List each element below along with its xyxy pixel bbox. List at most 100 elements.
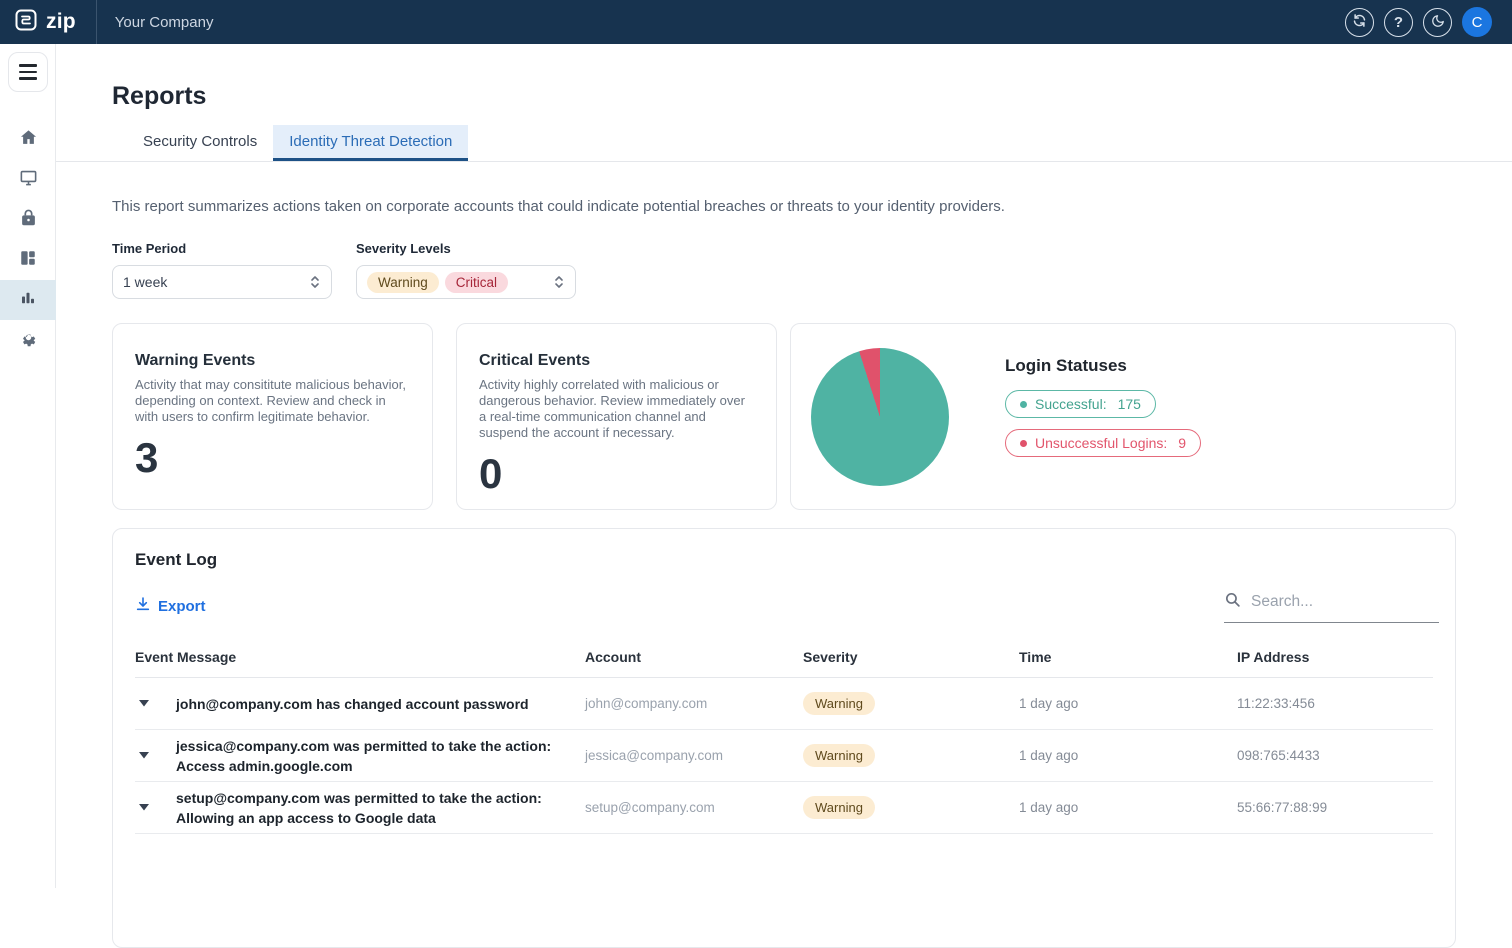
sidebar-item-home[interactable] <box>0 120 56 160</box>
chevron-up-down-icon <box>553 274 565 290</box>
table-row: jessica@company.com was permitted to tak… <box>135 730 1433 782</box>
topbar: zip Your Company ? C <box>0 0 1512 44</box>
table-header-row: Event Message Account Severity Time IP A… <box>135 636 1433 678</box>
sidebar-item-security[interactable] <box>0 200 56 240</box>
dark-mode-moon-icon <box>1431 14 1445 31</box>
event-message: john@company.com has changed account pas… <box>176 694 585 714</box>
sidebar-item-settings[interactable] <box>0 320 56 360</box>
table-row: john@company.com has changed account pas… <box>135 678 1433 730</box>
severity-badge-critical: Critical <box>445 272 508 293</box>
column-header-severity: Severity <box>803 649 1019 665</box>
bar-chart-icon <box>19 289 37 312</box>
event-message: setup@company.com was permitted to take … <box>176 788 585 828</box>
sync-button[interactable] <box>1345 8 1374 37</box>
user-avatar[interactable]: C <box>1462 7 1492 37</box>
report-description: This report summarizes actions taken on … <box>112 198 1512 215</box>
severity-levels-label: Severity Levels <box>356 241 576 256</box>
successful-value: 175 <box>1118 396 1141 412</box>
event-log-card: Event Log Export Event Message Account S… <box>112 528 1456 948</box>
time-period-select[interactable]: 1 week <box>112 265 332 299</box>
event-time: 1 day ago <box>1019 800 1237 815</box>
red-dot-icon <box>1020 440 1027 447</box>
event-time: 1 day ago <box>1019 696 1237 711</box>
brand-name: zip <box>46 10 76 34</box>
expand-caret-icon[interactable] <box>135 804 176 811</box>
download-icon <box>135 596 151 616</box>
search-icon <box>1224 591 1241 613</box>
company-name: Your Company <box>115 14 214 31</box>
chevron-up-down-icon <box>309 274 321 290</box>
sidebar-item-devices[interactable] <box>0 160 56 200</box>
severity-levels-select[interactable]: Warning Critical <box>356 265 576 299</box>
login-statuses-pie-chart <box>811 348 949 486</box>
severity-badge: Warning <box>803 796 875 819</box>
unsuccessful-value: 9 <box>1178 435 1186 451</box>
menu-toggle-button[interactable] <box>8 52 48 92</box>
monitor-icon <box>19 168 38 192</box>
export-label: Export <box>158 598 206 615</box>
tab-bar: Security Controls Identity Threat Detect… <box>127 125 1512 161</box>
warning-events-card: Warning Events Activity that may consiti… <box>112 323 433 510</box>
event-ip: 11:22:33:456 <box>1237 696 1433 711</box>
event-time: 1 day ago <box>1019 748 1237 763</box>
successful-logins-pill: Successful: 175 <box>1005 390 1156 418</box>
table-row: setup@company.com was permitted to take … <box>135 782 1433 834</box>
successful-label: Successful: <box>1035 396 1107 412</box>
warning-events-count: 3 <box>135 437 410 479</box>
event-message: jessica@company.com was permitted to tak… <box>176 736 585 776</box>
teal-dot-icon <box>1020 401 1027 408</box>
warning-events-title: Warning Events <box>135 352 410 370</box>
brand-logo[interactable]: zip <box>0 8 96 36</box>
layout-icon <box>19 249 37 272</box>
severity-levels-filter: Severity Levels Warning Critical <box>356 241 576 299</box>
sidebar <box>0 44 56 888</box>
home-icon <box>19 128 38 152</box>
page-title: Reports <box>112 82 1512 111</box>
column-header-event-message: Event Message <box>135 649 585 665</box>
unsuccessful-logins-pill: Unsuccessful Logins: 9 <box>1005 429 1201 457</box>
event-ip: 098:765:4433 <box>1237 748 1433 763</box>
dark-mode-button[interactable] <box>1423 8 1452 37</box>
critical-events-description: Activity highly correlated with maliciou… <box>479 377 754 441</box>
search-box <box>1224 591 1439 623</box>
login-statuses-title: Login Statuses <box>1005 356 1201 376</box>
time-period-label: Time Period <box>112 241 332 256</box>
column-header-ip-address: IP Address <box>1237 649 1433 665</box>
expand-caret-icon[interactable] <box>135 700 176 707</box>
search-input[interactable] <box>1251 593 1421 611</box>
warning-events-description: Activity that may consititute malicious … <box>135 377 410 425</box>
severity-badge: Warning <box>803 744 875 767</box>
critical-events-count: 0 <box>479 453 754 495</box>
critical-events-title: Critical Events <box>479 352 754 370</box>
main-content: Reports Security Controls Identity Threa… <box>56 44 1512 888</box>
topbar-divider <box>96 0 97 44</box>
critical-events-card: Critical Events Activity highly correlat… <box>456 323 777 510</box>
help-button[interactable]: ? <box>1384 8 1413 37</box>
sidebar-item-reports[interactable] <box>0 280 56 320</box>
help-icon: ? <box>1394 14 1403 31</box>
hamburger-icon <box>19 64 37 67</box>
expand-caret-icon[interactable] <box>135 752 176 759</box>
sync-icon <box>1352 13 1367 31</box>
event-account: john@company.com <box>585 696 803 711</box>
sidebar-item-dashboard[interactable] <box>0 240 56 280</box>
event-log-title: Event Log <box>135 550 1455 570</box>
gear-icon <box>19 328 38 352</box>
time-period-filter: Time Period 1 week <box>112 241 332 299</box>
event-ip: 55:66:77:88:99 <box>1237 800 1433 815</box>
event-account: jessica@company.com <box>585 748 803 763</box>
tab-security-controls[interactable]: Security Controls <box>127 125 273 161</box>
severity-badge: Warning <box>803 692 875 715</box>
export-button[interactable]: Export <box>135 596 206 616</box>
lock-icon <box>20 208 37 232</box>
column-header-account: Account <box>585 649 803 665</box>
zip-logo-icon <box>14 8 38 37</box>
event-account: setup@company.com <box>585 800 803 815</box>
time-period-value: 1 week <box>123 274 167 290</box>
severity-badge-warning: Warning <box>367 272 439 293</box>
login-statuses-card: Login Statuses Successful: 175 Unsuccess… <box>790 323 1456 510</box>
tab-identity-threat-detection[interactable]: Identity Threat Detection <box>273 125 468 161</box>
tabs-divider <box>56 161 1512 162</box>
unsuccessful-label: Unsuccessful Logins: <box>1035 435 1167 451</box>
column-header-time: Time <box>1019 649 1237 665</box>
